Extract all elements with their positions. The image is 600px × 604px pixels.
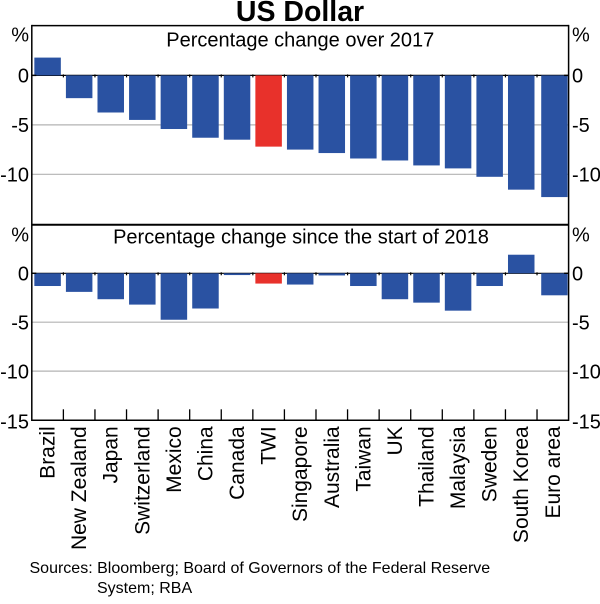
svg-text:China: China	[194, 426, 217, 481]
svg-text:Canada: Canada	[226, 426, 249, 500]
svg-text:Sweden: Sweden	[479, 426, 502, 502]
svg-text:%: %	[11, 25, 29, 47]
svg-text:0: 0	[572, 66, 583, 88]
svg-text:Taiwan: Taiwan	[352, 426, 375, 491]
svg-text:Euro area: Euro area	[542, 426, 565, 519]
svg-text:-10: -10	[0, 165, 29, 187]
svg-text:Australia: Australia	[321, 426, 344, 508]
svg-text:Sources: Bloomberg; Board of G: Sources: Bloomberg; Board of Governors o…	[30, 560, 491, 577]
svg-text:South Korea: South Korea	[510, 426, 533, 543]
svg-text:-10: -10	[572, 361, 600, 383]
svg-text:-5: -5	[11, 312, 29, 334]
svg-text:-5: -5	[11, 115, 29, 137]
svg-text:Switzerland: Switzerland	[131, 426, 154, 535]
svg-text:US Dollar: US Dollar	[236, 0, 364, 28]
svg-text:0: 0	[18, 264, 29, 286]
svg-text:Percentage change since the st: Percentage change since the start of 201…	[113, 227, 489, 249]
svg-text:-15: -15	[572, 412, 600, 434]
svg-text:-10: -10	[572, 165, 600, 187]
svg-text:Thailand: Thailand	[416, 426, 439, 507]
svg-text:-5: -5	[572, 312, 590, 334]
svg-text:-15: -15	[0, 412, 29, 434]
svg-text:%: %	[11, 225, 29, 247]
svg-text:0: 0	[18, 66, 29, 88]
svg-text:TWI: TWI	[258, 426, 281, 464]
svg-text:Percentage change over 2017: Percentage change over 2017	[166, 30, 434, 52]
svg-text:%: %	[572, 225, 590, 247]
svg-text:-5: -5	[572, 115, 590, 137]
svg-text:New Zealand: New Zealand	[68, 426, 91, 550]
svg-text:-10: -10	[0, 361, 29, 383]
svg-text:Mexico: Mexico	[163, 426, 186, 493]
svg-text:Brazil: Brazil	[37, 426, 60, 479]
svg-text:0: 0	[572, 264, 583, 286]
svg-text:Singapore: Singapore	[289, 426, 312, 522]
svg-text:Japan: Japan	[100, 426, 123, 483]
svg-text:System; RBA: System; RBA	[97, 580, 192, 597]
svg-text:Malaysia: Malaysia	[447, 426, 470, 509]
svg-text:UK: UK	[384, 426, 407, 455]
svg-text:%: %	[572, 25, 590, 47]
